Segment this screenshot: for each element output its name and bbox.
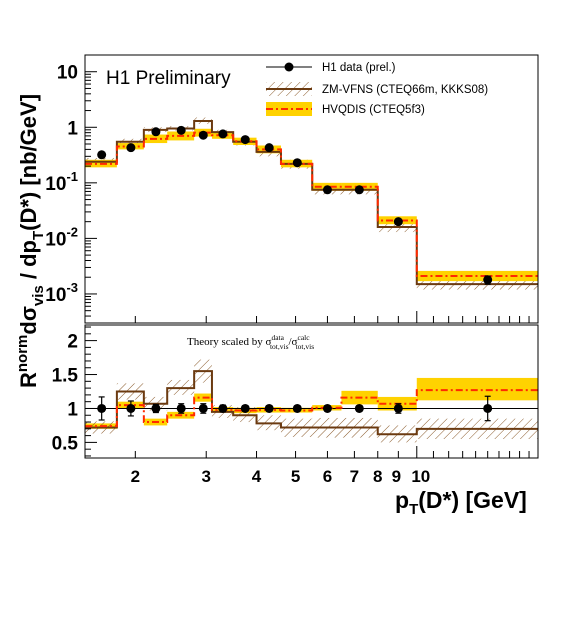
h1-data-lower-point [218, 403, 228, 413]
plot-label: H1 Preliminary [106, 68, 231, 89]
y-tick-label-upper: 10-2 [45, 224, 78, 250]
h1-data-lower-point [264, 403, 274, 413]
h1-data-lower-point [151, 403, 161, 413]
legend-data-label: H1 data (prel.) [322, 62, 396, 74]
h1-data-lower-point [393, 403, 403, 413]
x-tick-label: 4 [252, 467, 262, 486]
theory-scaling-note: Theory scaled by σdata tot,vis/σcalc tot,v… [187, 333, 314, 351]
h1-data-lower-point [483, 403, 493, 413]
x-tick-label: 9 [392, 467, 401, 486]
legend: H1 data (prel.) ZM-VFNS (CTEQ66m, KKKS08… [266, 62, 488, 116]
x-tick-label: 5 [291, 467, 300, 486]
x-tick-label: 6 [323, 467, 332, 486]
x-tick-label: 7 [350, 467, 359, 486]
y-tick-label-lower: 0.5 [52, 433, 79, 454]
h1-data-upper-point [240, 135, 250, 145]
h1-data-upper-point [97, 150, 107, 160]
upper-panel: 10-3 10-2 10-1 1 10 [45, 54, 539, 324]
y-tick-label-upper: 10 [57, 63, 78, 84]
lower-panel: 0.5 1 1.5 2 [52, 324, 539, 459]
x-tick-label: 8 [373, 467, 382, 486]
h1-data-upper-point [264, 143, 274, 153]
h1-data-lower-point [240, 403, 250, 413]
h1-data-upper-point [151, 127, 161, 137]
y-tick-label-upper: 1 [67, 118, 78, 139]
y-tick-label-lower: 2 [67, 332, 78, 353]
h1-data-upper-point [483, 275, 493, 285]
x-axis-title: pT(D*) [GeV] [395, 487, 527, 518]
h1-data-upper-point [218, 129, 228, 139]
h1-data-upper-point [176, 125, 186, 135]
y-tick-label-lower: 1 [67, 399, 78, 420]
legend-zm-label: ZM-VFNS (CTEQ66m, KKKS08) [322, 84, 488, 96]
h1-data-lower-point [198, 403, 208, 413]
h1-data-lower-point [354, 403, 364, 413]
legend-hvq-label: HVQDIS (CTEQ5f3) [322, 104, 425, 116]
h1-data-upper-point [126, 143, 136, 153]
h1-data-upper-point [393, 217, 403, 227]
y-tick-label-lower: 1.5 [52, 366, 79, 387]
x-tick-label: 2 [131, 467, 140, 486]
zm-vfns-line-lower [85, 370, 538, 436]
lower-plot-frame [84, 324, 539, 459]
h1-data-upper-point [198, 130, 208, 140]
h1-data-upper-point [292, 158, 302, 168]
y-axis-title: Rnormdσvis / dpT(D*) [nb/GeV] [14, 94, 47, 388]
hvqdis-line-upper [85, 131, 538, 278]
h1-data-lower-point [292, 403, 302, 413]
h1-data-lower-point [97, 403, 107, 413]
x-tick-labels: 2 3 4 5 6 7 8 9 10 [131, 467, 431, 486]
y-tick-label-upper: 10-3 [45, 280, 78, 306]
zm-vfns-line-upper [85, 119, 538, 286]
x-tick-label: 3 [201, 467, 210, 486]
h1-data-upper-point [354, 185, 364, 195]
h1-data-upper-point [322, 185, 332, 195]
hvqdis-band-lower [416, 377, 538, 401]
legend-hvq-swatch [266, 102, 312, 116]
h1-data-lower-point [126, 403, 136, 413]
legend-data-marker [284, 62, 294, 72]
h1-data-lower-point [322, 403, 332, 413]
y-tick-label-upper: 10-1 [45, 169, 78, 195]
x-tick-label: 10 [411, 467, 430, 486]
upper-plot-frame [84, 54, 539, 324]
h1-data-lower-point [176, 403, 186, 413]
